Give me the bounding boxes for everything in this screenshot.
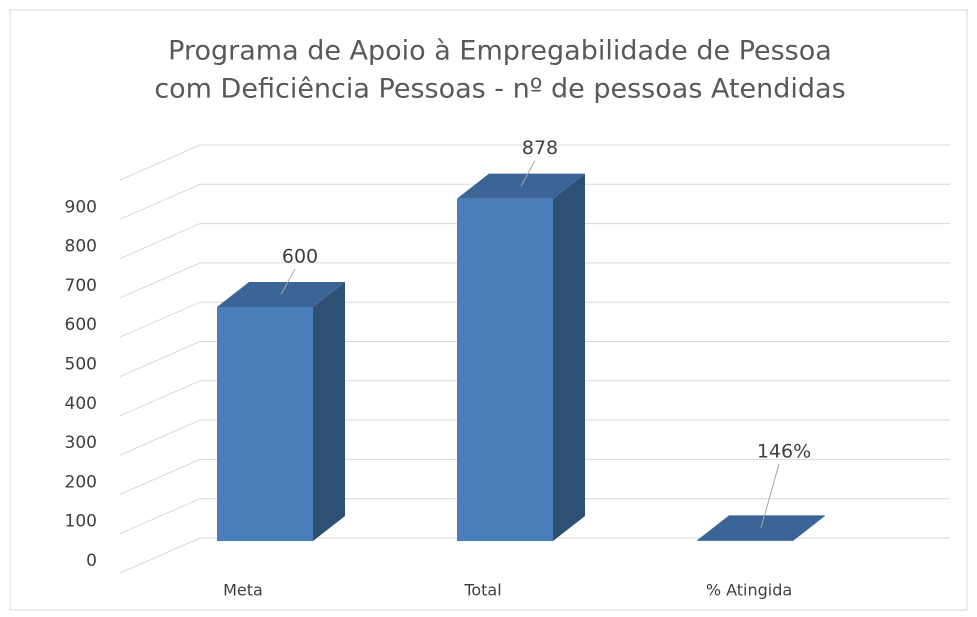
grid-line (119, 144, 950, 181)
bar (457, 173, 585, 541)
x-tick-label: Total (463, 581, 501, 600)
leader-line (520, 160, 536, 187)
leader-line (280, 268, 296, 295)
data-label: 146% (757, 441, 811, 463)
y-tick-label: 400 (65, 394, 97, 414)
grid-line (119, 301, 950, 338)
data-label: 600 (282, 246, 318, 268)
y-tick-label: 300 (65, 433, 97, 453)
grid-line (119, 223, 950, 260)
y-tick-label: 900 (65, 197, 97, 217)
grid-line (119, 419, 950, 456)
bar-front (217, 307, 313, 541)
grid-line (119, 262, 950, 299)
y-tick-label: 600 (65, 315, 97, 335)
grid-line (119, 380, 950, 417)
bar-front (457, 198, 553, 541)
bar-side (313, 282, 345, 541)
y-tick-label: 200 (65, 472, 97, 492)
chart-title: Programa de Apoio à Empregabilidade de P… (168, 36, 832, 67)
grid-line (119, 183, 950, 220)
grid-line (119, 341, 950, 377)
y-tick-label: 0 (86, 551, 97, 571)
y-tick-label: 700 (65, 276, 97, 296)
bar (217, 282, 345, 541)
y-tick-label: 800 (65, 237, 97, 257)
bar-front (697, 540, 793, 541)
grid-line (119, 498, 950, 535)
chart-title: com Deficiência Pessoas - nº de pessoas … (154, 74, 845, 105)
bar-side (793, 515, 825, 541)
data-label: 878 (522, 137, 558, 159)
grid-line (119, 537, 950, 574)
x-tick-label: % Atingida (706, 581, 792, 600)
x-tick-label: Meta (223, 581, 263, 600)
y-tick-label: 100 (65, 512, 97, 532)
y-tick-label: 500 (65, 355, 97, 375)
leader-line (760, 463, 780, 529)
grid-line (119, 458, 950, 495)
bar-side (553, 173, 585, 541)
